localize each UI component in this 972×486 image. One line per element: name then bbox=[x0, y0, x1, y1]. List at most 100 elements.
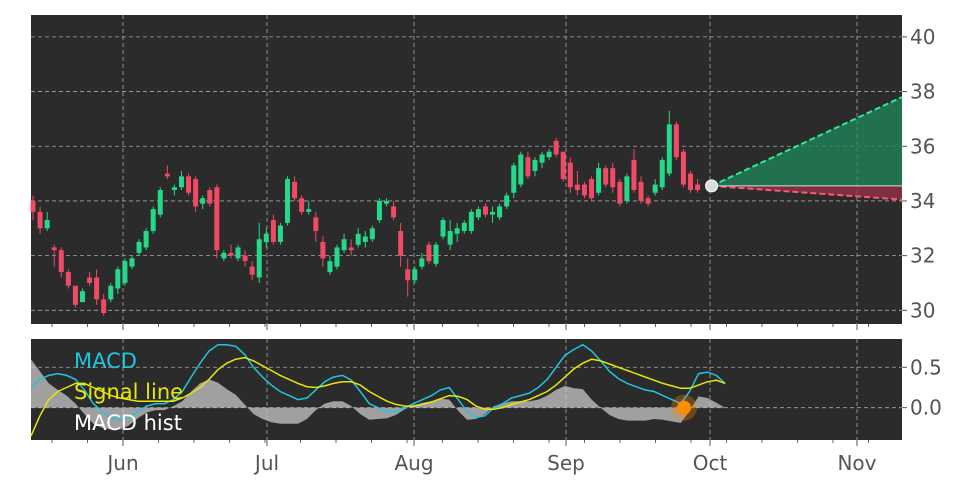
candle-body bbox=[688, 173, 694, 191]
candle-body bbox=[490, 211, 496, 215]
candle-body bbox=[574, 184, 580, 191]
price-y-tick-label: 30 bbox=[910, 298, 935, 322]
candle bbox=[263, 228, 269, 248]
candle-body bbox=[320, 241, 326, 259]
x-tick-label: Nov bbox=[837, 451, 876, 475]
price-y-tick-label: 40 bbox=[910, 25, 935, 49]
candle bbox=[589, 176, 595, 201]
price-grid bbox=[31, 15, 902, 324]
candle-body bbox=[553, 140, 559, 155]
candle bbox=[58, 247, 64, 278]
candle-body bbox=[334, 247, 340, 267]
candle-body bbox=[539, 154, 545, 163]
candle bbox=[292, 176, 298, 201]
candle-body bbox=[108, 285, 114, 300]
macd-y-axis: 0.0 0.5 bbox=[902, 355, 942, 420]
macd-hist-area bbox=[31, 359, 726, 430]
candle-body bbox=[186, 176, 192, 193]
candle-body bbox=[58, 250, 64, 273]
x-tick-label: Aug bbox=[394, 451, 433, 475]
candle-body bbox=[355, 233, 361, 245]
candle-body bbox=[468, 211, 474, 232]
candle-body bbox=[242, 255, 248, 262]
x-tick-label: Sep bbox=[547, 451, 585, 475]
candle-body bbox=[695, 184, 701, 191]
price-x-ticks bbox=[51, 324, 869, 330]
candle bbox=[341, 233, 347, 253]
candle bbox=[214, 184, 220, 259]
candle-body bbox=[617, 181, 623, 204]
candle bbox=[51, 244, 57, 267]
candle bbox=[405, 258, 411, 297]
candle-body bbox=[433, 244, 439, 264]
candle bbox=[37, 206, 43, 234]
candle-body bbox=[581, 184, 587, 196]
candle-body bbox=[200, 198, 206, 204]
candle-body bbox=[546, 151, 552, 158]
candle bbox=[157, 187, 163, 218]
candle-body bbox=[624, 176, 630, 201]
candle-body bbox=[313, 217, 319, 232]
candle-body bbox=[567, 162, 573, 188]
candle-body bbox=[482, 206, 488, 215]
x-tick-label: Jul bbox=[253, 451, 279, 475]
candle bbox=[482, 203, 488, 218]
forecast-upper-line bbox=[711, 96, 903, 187]
candle bbox=[129, 255, 135, 270]
candle-body bbox=[235, 247, 241, 259]
crossover-marker-dot bbox=[677, 400, 691, 415]
candle-body bbox=[292, 181, 298, 199]
price-y-axis: 30 32 34 36 38 40 bbox=[902, 25, 935, 322]
candle bbox=[680, 148, 686, 188]
candle-body bbox=[65, 272, 71, 286]
candle bbox=[87, 272, 93, 286]
candle-body bbox=[256, 239, 262, 278]
candle-body bbox=[666, 124, 672, 174]
candle bbox=[143, 228, 149, 251]
candle bbox=[313, 211, 319, 242]
candle-body bbox=[419, 258, 425, 267]
candle bbox=[94, 269, 100, 305]
candle-body bbox=[228, 252, 234, 256]
candle-body bbox=[150, 209, 156, 232]
x-tick-label: Jun bbox=[105, 451, 138, 475]
candle-body bbox=[384, 200, 389, 204]
candle bbox=[581, 181, 587, 199]
price-y-tick-label: 38 bbox=[910, 80, 935, 104]
candle bbox=[44, 211, 50, 232]
candle bbox=[532, 157, 538, 177]
candle bbox=[115, 266, 121, 294]
candle-body bbox=[122, 261, 128, 283]
candle bbox=[603, 165, 609, 188]
candle bbox=[518, 151, 524, 188]
candle bbox=[65, 269, 71, 289]
candle bbox=[638, 176, 644, 204]
legend-macd-hist: MACD hist bbox=[74, 411, 182, 435]
macd-y-tick-label: 0.5 bbox=[910, 355, 942, 379]
candle-body bbox=[341, 239, 347, 251]
candle-body bbox=[589, 179, 595, 199]
candle bbox=[178, 170, 184, 191]
price-y-tick-label: 32 bbox=[910, 244, 935, 268]
candle-body bbox=[645, 198, 651, 204]
candle bbox=[666, 110, 672, 177]
candle bbox=[539, 151, 545, 169]
candle-body bbox=[72, 285, 78, 305]
candle bbox=[299, 195, 305, 215]
candle-body bbox=[631, 159, 637, 191]
price-y-tick-label: 36 bbox=[910, 134, 935, 158]
candle-body bbox=[497, 206, 503, 218]
candle bbox=[228, 244, 234, 259]
candle bbox=[101, 293, 107, 316]
candle-body bbox=[652, 184, 658, 193]
candle-body bbox=[178, 176, 184, 188]
candle-body bbox=[680, 151, 686, 185]
candle-body bbox=[129, 258, 135, 267]
candle bbox=[412, 266, 418, 283]
candle-body bbox=[136, 241, 142, 253]
candle bbox=[419, 252, 425, 270]
candle-body bbox=[101, 299, 107, 314]
candle-body bbox=[306, 209, 312, 212]
candle-body bbox=[270, 220, 276, 242]
candle-body bbox=[560, 151, 566, 180]
